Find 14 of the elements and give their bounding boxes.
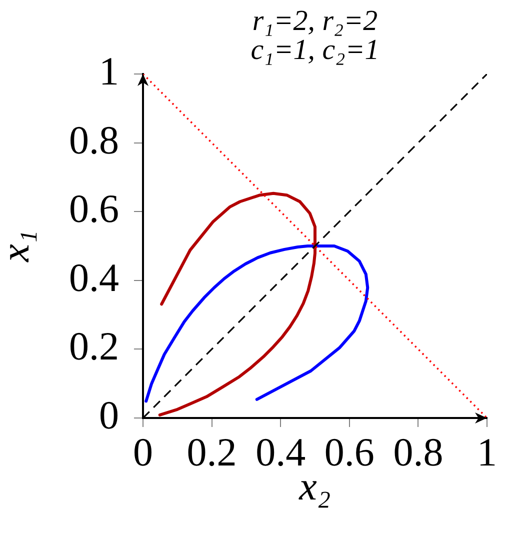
y-tick-label: 0.2: [69, 324, 119, 369]
y-tick-label: 1: [99, 48, 119, 94]
y-tick-label: 0.8: [69, 117, 119, 162]
x-tick-label: 0.6: [324, 430, 374, 474]
x-tick-label: 0.4: [256, 430, 306, 474]
x-tick-label: 0.8: [393, 430, 444, 474]
y-tick-label: 0.4: [69, 254, 119, 300]
x-tick-label: 0: [133, 430, 153, 474]
x-tick-label: 0.2: [186, 430, 237, 474]
y-tick-label: 0.6: [69, 186, 119, 232]
y-axis-title: x₁: [0, 230, 38, 263]
x-tick-label: 1: [477, 430, 497, 474]
y-tick-label: 0: [99, 392, 119, 438]
chart-title: r₁=2, r₂=2: [252, 5, 378, 38]
